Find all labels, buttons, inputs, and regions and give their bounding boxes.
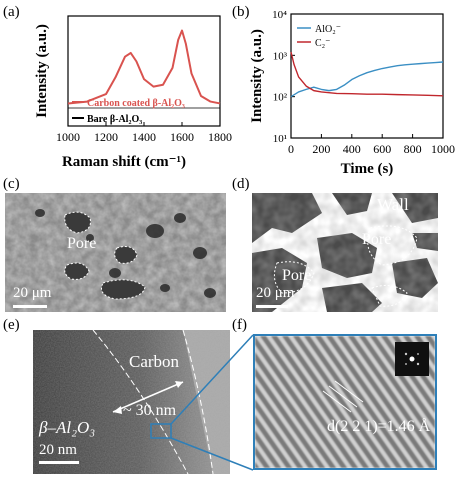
y-tick-label-b-2: 10³ xyxy=(273,50,288,62)
sem-image-d: Wall Pore Pore 20 μm xyxy=(252,193,438,312)
hrtem-lattice xyxy=(255,336,435,468)
scale-label-c: 20 μm xyxy=(13,285,52,301)
series-line-carbon-coated xyxy=(67,29,221,105)
wall-label-d: Wall xyxy=(377,195,409,214)
dspacing-label: d(2 2 1)=1.46 Å xyxy=(327,418,431,435)
legend-label-carbon: Carbon coated β-Al₂O₃ xyxy=(87,98,185,109)
panel-label-b: (b) xyxy=(232,4,250,20)
pore-label-d-2: Pore xyxy=(282,267,312,284)
plot-frame-b xyxy=(290,13,444,139)
chart-a: 1000 1200 1400 1600 1800 Raman shift (cm⁻¹) In… xyxy=(34,15,232,170)
panel-label-e: (e) xyxy=(3,317,20,333)
sem-image-c: Pore 20 μm xyxy=(5,193,226,312)
y-tick-label-b-3: 10⁴ xyxy=(272,9,287,21)
chart-b: 0 200 400 600 800 1000 10¹ 10² 10³ 10⁴ Time (s) Int… xyxy=(249,9,455,177)
y-axis-label-a: Intensity (a.u.) xyxy=(34,24,50,118)
series-line-b-0 xyxy=(290,61,444,98)
tem-image-e: Carbon ~ 30 nm β–Al₂O₃ 20 nm xyxy=(33,330,230,474)
legend-label-bare: Bare β-Al₂O₃ xyxy=(87,114,142,125)
x-axis-label-a: Raman shift (cm⁻¹) xyxy=(62,154,186,170)
x-tick-label-b-4: 800 xyxy=(404,142,422,156)
x-tick-label-b-2: 400 xyxy=(343,142,361,156)
x-tick-label-a-2: 1400 xyxy=(132,130,156,144)
x-tick-label-a-1: 1200 xyxy=(94,130,118,144)
phase-label: β–Al₂O₃ xyxy=(39,418,96,437)
pore-label-c: Pore xyxy=(67,235,97,252)
x-tick-label-a-3: 1600 xyxy=(170,130,194,144)
legend-label-b-0: AlO₂⁻ xyxy=(315,24,341,35)
x-tick-label-a-4: 1800 xyxy=(208,130,232,144)
panel-label-f: (f) xyxy=(232,317,247,333)
series-line-b-1 xyxy=(290,51,444,97)
scale-bar-c xyxy=(13,305,47,308)
panel-label-a: (a) xyxy=(3,4,20,20)
y-tick-label-b-1: 10² xyxy=(273,92,288,104)
thickness-label: ~ 30 nm xyxy=(123,402,177,419)
x-tick-label-b-1: 200 xyxy=(312,142,330,156)
y-axis-label-b: Intensity (a.u.) xyxy=(249,29,265,123)
x-tick-label-b-5: 1000 xyxy=(431,142,455,156)
scale-bar-d xyxy=(256,305,288,308)
carbon-label: Carbon xyxy=(129,352,180,371)
scale-label-e: 20 nm xyxy=(39,442,77,458)
sem-texture-d xyxy=(252,193,438,312)
panel-label-c: (c) xyxy=(3,176,20,192)
panel-label-d: (d) xyxy=(232,176,250,192)
x-axis-label-b: Time (s) xyxy=(341,161,394,177)
sem-texture-c xyxy=(5,193,226,312)
plot-frame-a xyxy=(67,15,221,127)
scale-label-d: 20 μm xyxy=(256,285,295,301)
scale-bar-e xyxy=(39,461,79,464)
x-tick-label-b-3: 600 xyxy=(373,142,391,156)
pore-label-d-1: Pore xyxy=(362,231,392,248)
y-tick-label-b-0: 10¹ xyxy=(273,133,287,145)
x-tick-label-a-0: 1000 xyxy=(56,130,80,144)
x-tick-label-b-0: 0 xyxy=(288,142,294,156)
hrtem-image-f: d(2 2 1)=1.46 Å xyxy=(253,334,437,470)
legend-label-b-1: C₂⁻ xyxy=(315,38,330,49)
